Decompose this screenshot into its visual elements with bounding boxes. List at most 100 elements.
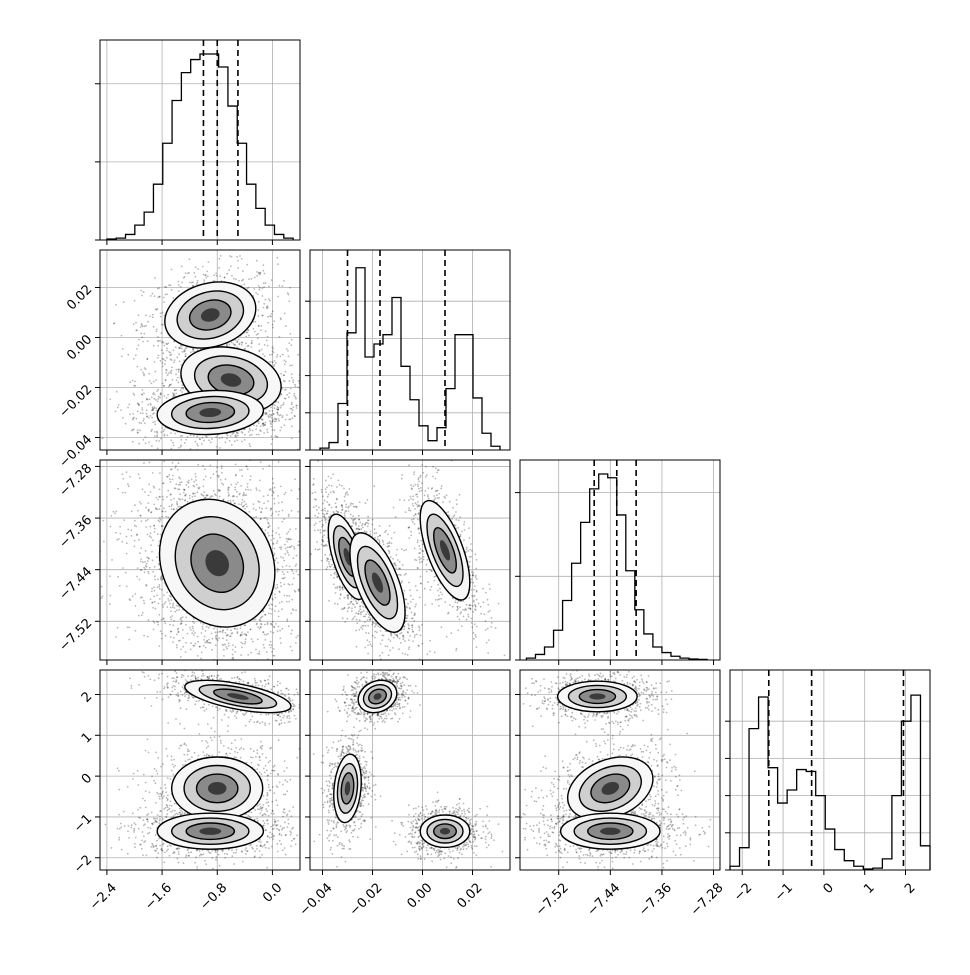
scatter-point	[262, 353, 264, 355]
scatter-point	[245, 342, 247, 344]
scatter-point	[141, 324, 143, 326]
scatter-point	[168, 385, 170, 387]
scatter-point	[180, 389, 182, 391]
scatter-point	[109, 399, 111, 401]
scatter-point	[147, 340, 149, 342]
scatter-point	[157, 296, 159, 298]
scatter-point	[303, 411, 305, 413]
scatter-point	[211, 438, 213, 440]
scatter-point	[153, 326, 155, 328]
scatter-point	[272, 327, 274, 329]
scatter-point	[137, 429, 139, 431]
scatter-point	[197, 641, 199, 643]
scatter-point	[157, 398, 159, 400]
scatter-point	[116, 539, 118, 541]
scatter-point	[140, 547, 142, 549]
scatter-point	[289, 546, 291, 548]
scatter-point	[277, 354, 279, 356]
scatter-point	[173, 508, 175, 510]
scatter-point	[178, 284, 180, 286]
scatter-point	[232, 657, 234, 659]
scatter-point	[197, 282, 199, 284]
scatter-point	[288, 355, 290, 357]
scatter-point	[157, 357, 159, 359]
scatter-point	[162, 362, 164, 364]
scatter-point	[160, 316, 162, 318]
scatter-point	[286, 601, 288, 603]
scatter-point	[201, 443, 203, 445]
scatter-point	[289, 528, 291, 530]
scatter-point	[174, 359, 176, 361]
scatter-point	[305, 394, 307, 396]
scatter-point	[274, 487, 276, 489]
scatter-point	[187, 633, 189, 635]
scatter-point	[204, 274, 206, 276]
scatter-point	[244, 641, 246, 643]
scatter-point	[285, 492, 287, 494]
scatter-point	[154, 394, 156, 396]
scatter-point	[153, 398, 155, 400]
scatter-point	[161, 619, 163, 621]
scatter-point	[269, 354, 271, 356]
scatter-point	[117, 407, 119, 409]
scatter-point	[153, 381, 155, 383]
scatter-point	[201, 632, 203, 634]
scatter-point	[305, 409, 307, 411]
scatter-point	[143, 567, 145, 569]
scatter-point	[272, 478, 274, 480]
scatter-point	[204, 497, 206, 499]
scatter-point	[181, 435, 183, 437]
scatter-point	[270, 407, 272, 409]
scatter-point	[193, 435, 195, 437]
scatter-point	[237, 267, 239, 269]
scatter-point	[259, 480, 261, 482]
scatter-point	[152, 472, 154, 474]
scatter-point	[119, 585, 121, 587]
scatter-point	[271, 608, 273, 610]
scatter-point	[305, 388, 307, 390]
scatter-point	[278, 569, 280, 571]
scatter-point	[150, 537, 152, 539]
scatter-point	[293, 573, 295, 575]
scatter-point	[165, 516, 167, 518]
scatter-point	[177, 377, 179, 379]
scatter-point	[156, 440, 158, 442]
scatter-point	[140, 412, 142, 414]
scatter-point	[302, 435, 304, 437]
scatter-point	[203, 279, 205, 281]
scatter-point	[223, 454, 225, 456]
scatter-point	[279, 630, 281, 632]
scatter-point	[159, 489, 161, 491]
scatter-point	[303, 578, 305, 580]
scatter-point	[241, 344, 243, 346]
scatter-point	[177, 469, 179, 471]
scatter-point	[157, 448, 159, 450]
scatter-point	[173, 620, 175, 622]
scatter-point	[245, 465, 247, 467]
scatter-point	[153, 629, 155, 631]
scatter-point	[270, 631, 272, 633]
scatter-point	[278, 407, 280, 409]
hist-panel-bg	[100, 40, 300, 240]
scatter-point	[157, 533, 159, 535]
scatter-point	[125, 423, 127, 425]
scatter-point	[229, 440, 231, 442]
scatter-point	[139, 579, 141, 581]
scatter-point	[272, 350, 274, 352]
scatter-point	[291, 490, 293, 492]
scatter-point	[286, 595, 288, 597]
scatter-point	[160, 313, 162, 315]
scatter-point	[128, 627, 130, 629]
scatter-point	[291, 650, 293, 652]
scatter-point	[196, 436, 198, 438]
scatter-point	[252, 430, 254, 432]
scatter-point	[211, 649, 213, 651]
scatter-point	[295, 571, 297, 573]
scatter-point	[146, 409, 148, 411]
scatter-point	[170, 636, 172, 638]
scatter-point	[121, 335, 123, 337]
scatter-point	[143, 600, 145, 602]
scatter-point	[148, 557, 150, 559]
scatter-point	[259, 287, 261, 289]
